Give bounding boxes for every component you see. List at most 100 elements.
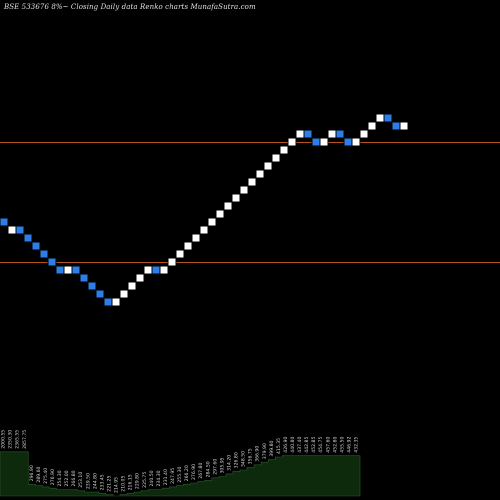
renko-brick-up (191, 233, 201, 243)
x-tick-label: 442.85 (304, 437, 310, 453)
renko-brick-up (295, 129, 305, 139)
x-tick-label: 297.60 (212, 459, 218, 475)
x-tick-label: 314.20 (226, 455, 232, 471)
x-tick-label: 229.80 (135, 473, 141, 489)
x-tick-label: 266.80 (71, 470, 77, 486)
renko-brick-up (367, 121, 377, 131)
renko-brick-up (271, 153, 281, 163)
x-tick-label: 276.90 (50, 469, 56, 485)
renko-brick-up (287, 137, 297, 147)
x-tick-label: 255.30 (177, 466, 183, 482)
x-tick-label: 210.05 (121, 476, 127, 492)
x-tick-label: 275.40 (43, 468, 49, 484)
x-tick-label: 446.92 (346, 437, 352, 453)
renko-brick-up (135, 273, 145, 283)
x-tick-label: 253.10 (78, 472, 84, 488)
renko-brick-up (7, 225, 17, 235)
x-tick-label: 240.50 (149, 470, 155, 486)
renko-brick-down (39, 249, 49, 259)
renko-brick-up (375, 113, 385, 123)
x-tick-label: 415.35 (276, 438, 282, 454)
renko-brick-up (239, 185, 249, 195)
x-tick-label: 234.30 (156, 470, 162, 486)
x-tick-label: 289.60 (36, 466, 42, 482)
renko-brick-up (207, 217, 217, 227)
renko-brick-down (71, 265, 81, 275)
renko-brick-up (231, 193, 241, 203)
x-tick-label: 247.95 (170, 468, 176, 484)
renko-brick-up (399, 121, 409, 131)
renko-brick-up (247, 177, 257, 187)
x-tick-label: 239.50 (85, 473, 91, 489)
x-tick-label: 216.15 (128, 474, 134, 490)
renko-brick-down (15, 225, 25, 235)
x-tick-label: 348.50 (241, 451, 247, 467)
renko-brick-down (383, 113, 393, 123)
renko-brick-down (303, 129, 313, 139)
x-tick-label: 356.75 (248, 448, 254, 464)
renko-brick-down (311, 137, 321, 147)
x-tick-label: 233.45 (99, 474, 105, 490)
x-tick-label: 284.50 (205, 461, 211, 477)
renko-brick-up (159, 265, 169, 275)
renko-brick-up (255, 169, 265, 179)
x-tick-label: 214.95 (114, 477, 120, 493)
x-tick-label: 326.80 (234, 452, 240, 468)
x-tick-label: 2350.30 (8, 430, 14, 449)
x-tick-label: 305.95 (219, 457, 225, 473)
renko-brick-up (359, 129, 369, 139)
x-tick-label: 2000.55 (1, 430, 7, 449)
x-tick-label: 440.80 (290, 437, 296, 453)
x-tick-label: 432.35 (354, 437, 360, 453)
x-tick-label: 231.40 (163, 469, 169, 485)
renko-brick-up (183, 241, 193, 251)
renko-brick-down (391, 121, 401, 131)
x-tick-label: 225.75 (142, 472, 148, 488)
x-tick-label: 296.90 (29, 465, 35, 481)
x-tick-label: 276.90 (191, 464, 197, 480)
renko-brick-down (47, 257, 57, 267)
renko-brick-up (127, 281, 137, 291)
x-tick-label: 267.80 (198, 463, 204, 479)
x-tick-label: 457.60 (325, 437, 331, 453)
volume-area (0, 451, 361, 497)
renko-brick-up (327, 129, 337, 139)
chart-title: BSE 533676 8%~ Closing Daily data Renko … (4, 3, 256, 11)
x-tick-label: 452.80 (332, 437, 338, 453)
x-tick-label: 2857.75 (22, 430, 28, 449)
x-tick-label: 379.90 (262, 443, 268, 459)
renko-brick-down (343, 137, 353, 147)
renko-brick-down (95, 289, 105, 299)
x-tick-label: 452.85 (311, 437, 317, 453)
renko-brick-up (63, 265, 73, 275)
renko-brick-down (335, 129, 345, 139)
renko-brick-up (111, 297, 121, 307)
x-tick-label: 454.75 (318, 437, 324, 453)
renko-brick-up (199, 225, 209, 235)
renko-brick-down (87, 281, 97, 291)
x-tick-label: 244.80 (92, 473, 98, 489)
renko-brick-up (167, 257, 177, 267)
renko-brick-up (175, 249, 185, 259)
x-tick-label: 252.00 (64, 470, 70, 486)
renko-brick-down (31, 241, 41, 251)
x-tick-label: 254.30 (57, 470, 63, 486)
renko-brick-down (55, 265, 65, 275)
renko-brick-up (263, 161, 273, 171)
renko-brick-up (215, 209, 225, 219)
renko-brick-down (151, 265, 161, 275)
renko-brick-up (279, 145, 289, 155)
renko-brick-up (319, 137, 329, 147)
x-tick-label: 266.20 (184, 465, 190, 481)
x-tick-label: 426.90 (283, 437, 289, 453)
x-tick-label: 2365.55 (15, 430, 21, 449)
renko-brick-up (351, 137, 361, 147)
renko-brick-up (119, 289, 129, 299)
x-tick-label: 399.80 (269, 440, 275, 456)
x-tick-label: 437.40 (297, 437, 303, 453)
renko-brick-down (79, 273, 89, 283)
renko-brick-down (103, 297, 113, 307)
x-tick-label: 366.90 (255, 446, 261, 462)
renko-brick-up (143, 265, 153, 275)
